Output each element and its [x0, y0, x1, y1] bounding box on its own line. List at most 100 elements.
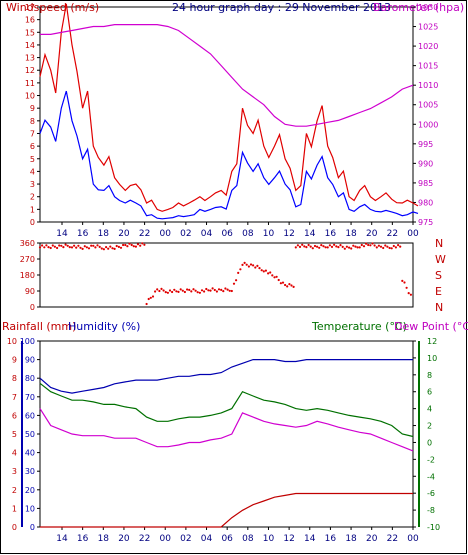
direction-point: [252, 264, 255, 267]
direction-point: [341, 245, 344, 248]
direction-point: [75, 246, 78, 249]
rain-y-tick-label: 7: [12, 393, 17, 402]
temp-series-line-3: [39, 408, 414, 452]
temp-x-tick-label: 20: [366, 534, 378, 544]
hum-y-tick-label: 30: [25, 467, 35, 476]
direction-point: [232, 282, 236, 285]
direction-point: [326, 246, 329, 249]
direction-point: [262, 270, 265, 273]
wind-series-line-2: [40, 24, 414, 127]
direction-point: [220, 288, 223, 291]
direction-point: [147, 297, 150, 301]
rain-y-tick-label: 6: [12, 411, 17, 420]
wind-y-tick-label: 17: [25, 3, 35, 12]
direction-point: [203, 290, 206, 293]
direction-point: [100, 247, 103, 250]
direction-point: [179, 288, 182, 291]
dir-y-tick-label: 360: [20, 239, 35, 248]
temp-y-tick-label: -10: [427, 523, 440, 532]
direction-point: [73, 244, 76, 247]
wind-x-tick-label: 00: [160, 229, 172, 239]
direction-point: [279, 282, 282, 285]
direction-point: [207, 289, 210, 292]
direction-point: [379, 245, 383, 248]
wind-y-tick-label: 11: [25, 79, 35, 88]
temp-series-line-1: [39, 359, 413, 394]
wind-y-tick-label: 10: [25, 92, 35, 101]
baro-y-tick-label: 980: [418, 198, 433, 207]
dewpoint-axis-label: Dew Point (°C): [394, 320, 468, 333]
direction-point: [56, 246, 59, 250]
direction-point: [377, 244, 380, 247]
direction-point: [217, 288, 221, 291]
direction-point: [403, 281, 406, 284]
direction-point: [333, 243, 336, 246]
direction-point: [269, 271, 272, 274]
direction-point: [211, 287, 214, 290]
wind-y-tick-label: 7: [30, 129, 35, 138]
direction-point: [324, 246, 327, 249]
direction-point: [275, 275, 278, 278]
temp-x-tick-label: 14: [56, 534, 68, 544]
direction-point: [87, 247, 91, 250]
direction-point: [386, 245, 389, 248]
wind-y-tick-label: 15: [25, 28, 35, 37]
direction-point: [60, 244, 63, 247]
direction-point: [224, 287, 227, 290]
temp-series-line-2: [39, 382, 414, 438]
direction-point: [264, 269, 267, 272]
direction-point: [102, 248, 105, 251]
rain-y-tick-label: 5: [12, 430, 17, 439]
direction-point: [132, 245, 135, 248]
wind-x-tick-label: 22: [387, 229, 398, 239]
direction-point: [407, 292, 410, 295]
direction-point: [369, 244, 372, 247]
compass-label: N: [435, 237, 443, 250]
hum-y-tick-label: 0: [30, 523, 35, 532]
direction-point: [68, 246, 71, 249]
direction-point: [267, 272, 270, 275]
direction-point: [309, 245, 312, 248]
direction-point: [168, 289, 172, 292]
windspeed-axis-label: Windspeed (m/s): [6, 1, 99, 14]
temp-y-tick-label: -2: [427, 455, 435, 464]
direction-point: [290, 284, 293, 287]
direction-point: [305, 246, 308, 249]
direction-point: [124, 243, 127, 247]
baro-y-tick-label: 1025: [418, 23, 438, 32]
direction-point: [94, 246, 97, 249]
direction-point: [228, 289, 231, 292]
direction-point: [348, 246, 351, 249]
direction-point: [318, 246, 321, 249]
direction-point: [49, 246, 52, 250]
temp-y-tick-label: 6: [427, 388, 432, 397]
direction-point: [367, 243, 370, 247]
direction-point: [66, 244, 69, 247]
wind-x-tick-label: 00: [407, 229, 419, 239]
direction-point: [313, 244, 317, 248]
rain-y-tick-label: 1: [12, 504, 17, 513]
direction-point: [243, 261, 246, 264]
temperature-axis-label: Temperature (°C): [311, 320, 407, 333]
wind-x-tick-label: 22: [139, 229, 150, 239]
direction-point: [183, 290, 186, 294]
direction-point: [399, 245, 402, 248]
direction-point: [177, 290, 180, 293]
baro-y-tick-label: 995: [418, 140, 433, 149]
baro-y-tick-label: 1020: [418, 42, 438, 51]
dir-y-tick-label: 270: [20, 255, 35, 264]
temp-x-tick-label: 18: [98, 534, 110, 544]
direction-point: [175, 290, 178, 293]
wind-x-tick-label: 14: [304, 229, 316, 239]
temp-y-tick-label: 10: [427, 354, 437, 363]
direction-point: [245, 263, 248, 266]
direction-point: [226, 288, 229, 291]
direction-point: [90, 244, 93, 247]
direction-point: [350, 247, 353, 250]
rain-y-tick-label: 0: [12, 523, 17, 532]
direction-point: [362, 245, 366, 248]
direction-point: [98, 245, 101, 248]
direction-point: [256, 264, 259, 267]
wind-x-tick-label: 18: [345, 229, 357, 239]
direction-point: [198, 291, 201, 294]
